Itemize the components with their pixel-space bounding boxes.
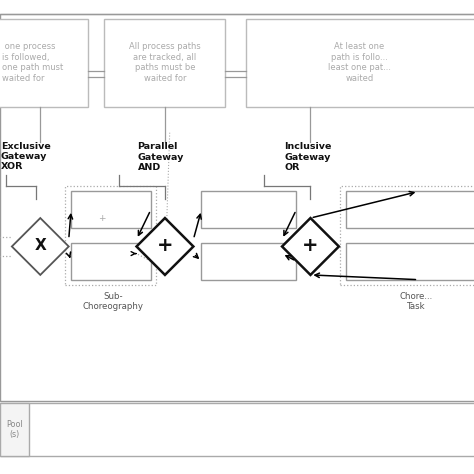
Text: At least one
path is follo...
least one pat...
waited: At least one path is follo... least one … (328, 43, 391, 82)
Bar (65, 186, 156, 285)
Bar (0, 14, 474, 401)
Bar (246, 19, 474, 107)
Bar (71, 243, 151, 280)
Text: Sub-
Choreography: Sub- Choreography (83, 292, 144, 311)
Bar (0, 403, 474, 456)
Bar (0, 19, 88, 107)
Text: Exclusive
Gateway
XOR: Exclusive Gateway XOR (1, 142, 51, 171)
Text: All process paths
are tracked, all
paths must be
waited for: All process paths are tracked, all paths… (129, 43, 201, 82)
Text: Parallel
Gateway
AND: Parallel Gateway AND (137, 143, 184, 172)
Polygon shape (282, 218, 339, 275)
Bar (71, 191, 151, 228)
Text: one process
is followed,
one path must
waited for: one process is followed, one path must w… (2, 43, 63, 82)
Bar (201, 191, 296, 228)
Polygon shape (137, 218, 193, 275)
Text: Chore...
Task: Chore... Task (399, 292, 433, 311)
Text: Pool
(s): Pool (s) (6, 420, 23, 439)
Text: +: + (157, 236, 173, 255)
Text: Inclusive
Gateway
OR: Inclusive Gateway OR (284, 143, 332, 172)
Bar (346, 243, 474, 280)
Text: +: + (98, 214, 105, 223)
Bar (201, 243, 296, 280)
Bar (340, 186, 474, 285)
Polygon shape (12, 218, 69, 275)
Bar (104, 19, 225, 107)
Bar (346, 191, 474, 228)
Bar (0, 403, 29, 456)
Text: X: X (35, 238, 46, 253)
Text: +: + (302, 236, 319, 255)
